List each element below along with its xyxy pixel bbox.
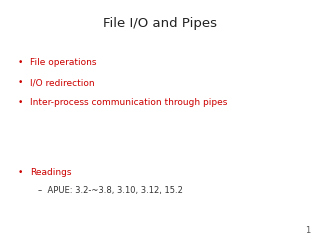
Text: •: • bbox=[18, 78, 23, 87]
Text: •: • bbox=[18, 58, 23, 66]
Text: •: • bbox=[18, 168, 23, 177]
Text: –  APUE: 3.2-~3.8, 3.10, 3.12, 15.2: – APUE: 3.2-~3.8, 3.10, 3.12, 15.2 bbox=[38, 186, 183, 195]
Text: I/O redirection: I/O redirection bbox=[30, 78, 95, 87]
Text: File I/O and Pipes: File I/O and Pipes bbox=[103, 17, 217, 30]
Text: Readings: Readings bbox=[30, 168, 72, 177]
Text: •: • bbox=[18, 98, 23, 108]
Text: 1: 1 bbox=[305, 226, 310, 235]
Text: File operations: File operations bbox=[30, 58, 97, 66]
Text: Inter-process communication through pipes: Inter-process communication through pipe… bbox=[30, 98, 228, 108]
